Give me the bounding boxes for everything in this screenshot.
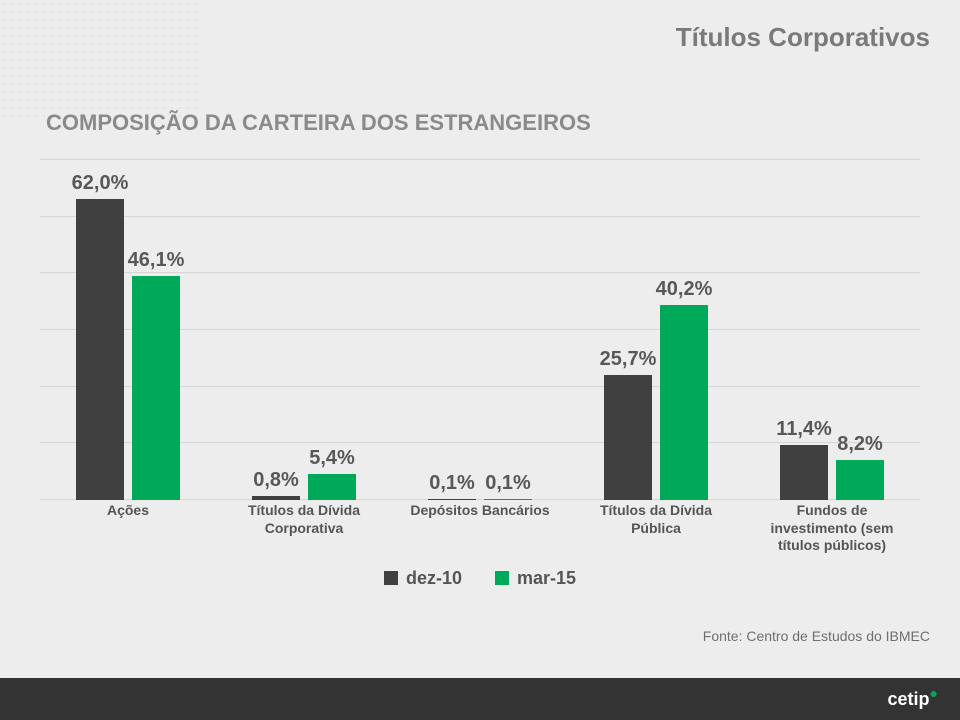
category-label: Fundos de investimento (sem títulos públ… bbox=[757, 502, 907, 555]
category-label: Ações bbox=[53, 502, 203, 520]
value-label: 0,1% bbox=[422, 472, 482, 495]
plot-area: 62,0%46,1%0,8%5,4%0,1%0,1%25,7%40,2%11,4… bbox=[40, 160, 920, 500]
bar-dez10 bbox=[76, 199, 124, 500]
background-texture bbox=[0, 0, 200, 120]
bar-dez10 bbox=[252, 496, 300, 500]
legend-item: mar-15 bbox=[495, 568, 576, 589]
value-label: 5,4% bbox=[302, 447, 362, 470]
category-label: Títulos da Dívida Corporativa bbox=[229, 502, 379, 537]
legend-label: dez-10 bbox=[406, 568, 462, 589]
cetip-logo: cetip● bbox=[888, 685, 938, 710]
value-label: 11,4% bbox=[774, 418, 834, 441]
bar-group: 11,4%8,2% bbox=[780, 160, 884, 500]
value-label: 62,0% bbox=[70, 172, 130, 195]
source-citation: Fonte: Centro de Estudos do IBMEC bbox=[703, 628, 930, 644]
bar-mar15 bbox=[836, 460, 884, 500]
value-label: 0,1% bbox=[478, 472, 538, 495]
bar-group: 0,1%0,1% bbox=[428, 160, 532, 500]
bar-group: 0,8%5,4% bbox=[252, 160, 356, 500]
bar-group: 62,0%46,1% bbox=[76, 160, 180, 500]
value-label: 0,8% bbox=[246, 469, 306, 492]
logo-dot-icon: ● bbox=[930, 685, 938, 701]
legend: dez-10 mar-15 bbox=[0, 568, 960, 591]
category-axis: Ações Títulos da Dívida Corporativa Depósi… bbox=[40, 502, 920, 550]
bar-group: 25,7%40,2% bbox=[604, 160, 708, 500]
legend-swatch-dez10 bbox=[384, 571, 398, 585]
category-label: Títulos da Dívida Pública bbox=[581, 502, 731, 537]
legend-swatch-mar15 bbox=[495, 571, 509, 585]
value-label: 40,2% bbox=[654, 278, 714, 301]
bar-mar15 bbox=[132, 276, 180, 500]
page-title: Títulos Corporativos bbox=[676, 22, 930, 53]
legend-label: mar-15 bbox=[517, 568, 576, 589]
logo-text: cetip bbox=[888, 689, 930, 709]
value-label: 46,1% bbox=[126, 249, 186, 272]
slide: Títulos Corporativos COMPOSIÇÃO DA CARTE… bbox=[0, 0, 960, 720]
legend-item: dez-10 bbox=[384, 568, 462, 589]
bar-mar15 bbox=[308, 474, 356, 500]
bar-dez10 bbox=[604, 375, 652, 500]
value-label: 8,2% bbox=[830, 433, 890, 456]
value-label: 25,7% bbox=[598, 348, 658, 371]
bar-dez10 bbox=[780, 445, 828, 500]
chart-subtitle: COMPOSIÇÃO DA CARTEIRA DOS ESTRANGEIROS bbox=[46, 110, 591, 136]
bar-chart: 62,0%46,1%0,8%5,4%0,1%0,1%25,7%40,2%11,4… bbox=[0, 160, 960, 590]
bar-mar15 bbox=[484, 499, 532, 500]
bar-mar15 bbox=[660, 305, 708, 500]
bar-dez10 bbox=[428, 499, 476, 500]
category-label: Depósitos Bancários bbox=[405, 502, 555, 520]
footer-bar: cetip● bbox=[0, 678, 960, 720]
